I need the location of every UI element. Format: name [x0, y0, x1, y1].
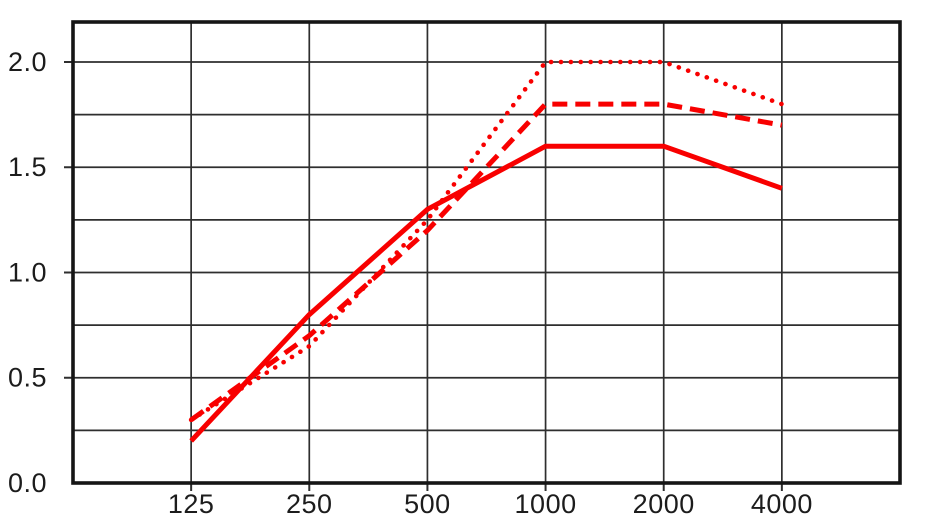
y-axis-tick-label: 0.5 [8, 363, 47, 393]
plot-border [71, 20, 902, 485]
series-solid-line [189, 143, 783, 443]
y-axis-tick-label: 2.0 [8, 47, 47, 77]
x-axis-tick-label: 125 [168, 489, 215, 519]
x-axis-tick-label: 500 [404, 489, 451, 519]
x-axis-tick-label: 4000 [751, 489, 813, 519]
series-dashed-line [189, 101, 783, 422]
x-axis-tick-label: 250 [286, 489, 333, 519]
y-axis-tick-label: 0.0 [8, 468, 47, 498]
y-axis-tick-label: 1.0 [8, 257, 47, 287]
y-axis-tick-label: 1.5 [8, 152, 47, 182]
x-axis-tick-label: 1000 [515, 489, 577, 519]
x-axis-tick-label: 2000 [633, 489, 695, 519]
